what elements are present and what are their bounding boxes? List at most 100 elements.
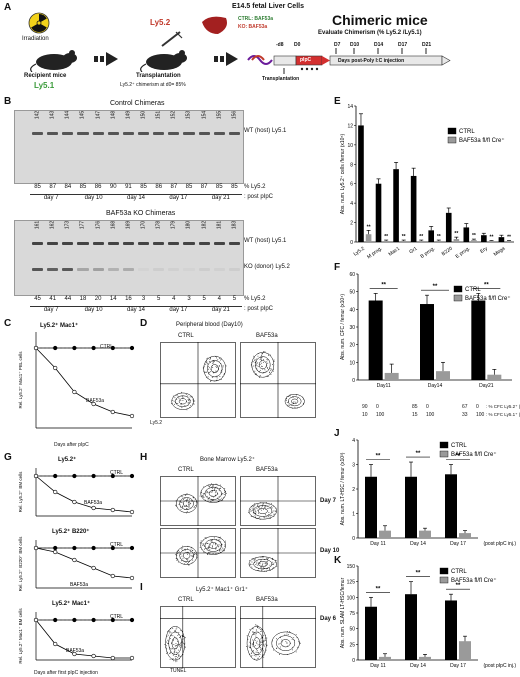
- sig-label: **: [402, 234, 406, 240]
- data-point: [129, 413, 135, 419]
- y-tick-label: 60: [349, 272, 355, 278]
- gel-band: [47, 132, 59, 135]
- chimerism-d0: Ly5.2⁺ chimerism at d0= 85%: [120, 82, 186, 88]
- flow-dot: [252, 628, 254, 630]
- gel-lane-id: 143: [49, 110, 56, 120]
- x-tick-label: Day11: [377, 383, 391, 389]
- flow-dot: [215, 365, 217, 367]
- flow-dot: [210, 540, 212, 542]
- gel-lane-id: 152: [170, 110, 177, 120]
- gel-pct-value: 45: [34, 296, 41, 302]
- f-row1-value: 90: [362, 404, 368, 410]
- flow-dot: [251, 644, 253, 646]
- y-tick-label: 150: [347, 564, 356, 570]
- flow-dot: [169, 658, 171, 660]
- sig-label: **: [437, 234, 441, 240]
- y-axis-label: Abs. num. SLAM LT-HSC/femur: [340, 577, 346, 648]
- flow-dot: [261, 357, 263, 359]
- gel-day-label: day 10: [72, 306, 115, 313]
- legend-swatch: [439, 441, 449, 449]
- bar: [405, 594, 417, 660]
- y-tick-label: 3: [352, 463, 355, 469]
- flow-dot: [210, 491, 212, 493]
- flow-dot: [286, 633, 288, 635]
- y-tick-label: 1: [352, 512, 355, 518]
- flow-dot: [188, 506, 190, 508]
- flow-dot: [268, 567, 270, 569]
- flow-dot: [173, 403, 175, 405]
- flow-dot: [176, 402, 178, 404]
- gel-day-label: day 10: [72, 194, 115, 201]
- gel-pct-value: 44: [64, 296, 72, 302]
- flow-dot: [211, 491, 213, 493]
- flow-dot: [174, 636, 176, 638]
- flow-dot: [176, 398, 178, 400]
- bar: [481, 235, 487, 242]
- flow-dot: [264, 517, 266, 519]
- flow-dot: [204, 537, 206, 539]
- flow-dot: [209, 367, 211, 369]
- panel-letter-b: B: [4, 96, 12, 107]
- x-tick-label: Ery: [479, 245, 489, 255]
- flow-dot: [254, 633, 256, 635]
- panel-i-ctrl: CTRL: [178, 597, 194, 603]
- flow-dot: [271, 507, 273, 509]
- data-point: [110, 617, 115, 623]
- f-row1-value: 0: [476, 404, 479, 410]
- bar: [498, 237, 505, 242]
- y-tick-label: 8: [350, 162, 353, 168]
- data-point: [53, 473, 58, 479]
- timeline: [247, 48, 451, 74]
- y-tick-label: 50: [349, 627, 355, 633]
- flow-dot: [219, 359, 221, 361]
- flow-dot: [217, 497, 218, 499]
- flow-dot: [175, 628, 177, 630]
- flow-dot: [267, 367, 269, 369]
- flow-dot: [178, 551, 180, 553]
- flow-dot: [256, 648, 258, 650]
- flow-dot: [262, 352, 264, 354]
- gel-band: [107, 268, 119, 271]
- flow-dot: [174, 656, 176, 658]
- flow-dot: [170, 648, 172, 650]
- flow-dot: [267, 558, 268, 560]
- data-point: [110, 345, 115, 351]
- gel-ko-wt-bands: [30, 240, 242, 246]
- flow-dot: [265, 561, 267, 562]
- flow-dot: [223, 548, 225, 550]
- gel-pct-value: 16: [125, 296, 132, 302]
- gel-lane-id: 179: [170, 220, 177, 230]
- panel-d-ctrl: CTRL: [178, 333, 194, 339]
- bar: [379, 656, 391, 660]
- series-label: CTRL: [110, 542, 123, 548]
- gel-band: [77, 242, 89, 245]
- flow-contour: [210, 364, 219, 373]
- data-point: [110, 507, 115, 513]
- panel-i-day: Day 6: [320, 616, 337, 622]
- panel-g3-chart: Rel. Ly5.2⁺ Mac1⁺ BM cells CTRL BAF53a: [18, 608, 135, 664]
- flow-dot: [221, 493, 223, 495]
- data-point: [91, 545, 96, 551]
- flow-dot: [262, 502, 264, 504]
- flow-dot: [210, 544, 211, 546]
- data-point: [72, 473, 77, 479]
- panel-c-chart: Rel. Ly5.2⁺ Mac1⁺ PBL cells: [18, 332, 135, 429]
- y-tick-label: 0: [352, 378, 355, 384]
- flow-dot: [253, 355, 255, 357]
- flow-dot: [182, 496, 184, 498]
- flow-dot: [282, 645, 284, 647]
- flow-dot: [269, 515, 271, 517]
- gel-band: [198, 268, 210, 271]
- syringe-icon: [161, 31, 183, 47]
- flow-dot: [173, 649, 175, 650]
- panel-d-x: Ly5.2: [150, 420, 163, 426]
- gel-band: [213, 132, 225, 135]
- flow-dot: [175, 658, 177, 660]
- flow-dot: [253, 650, 254, 652]
- flow-dot: [260, 557, 262, 558]
- flow-dot: [203, 496, 205, 498]
- f-row2-value: 10: [362, 412, 368, 418]
- bar: [445, 474, 457, 538]
- flow-dot: [252, 632, 254, 633]
